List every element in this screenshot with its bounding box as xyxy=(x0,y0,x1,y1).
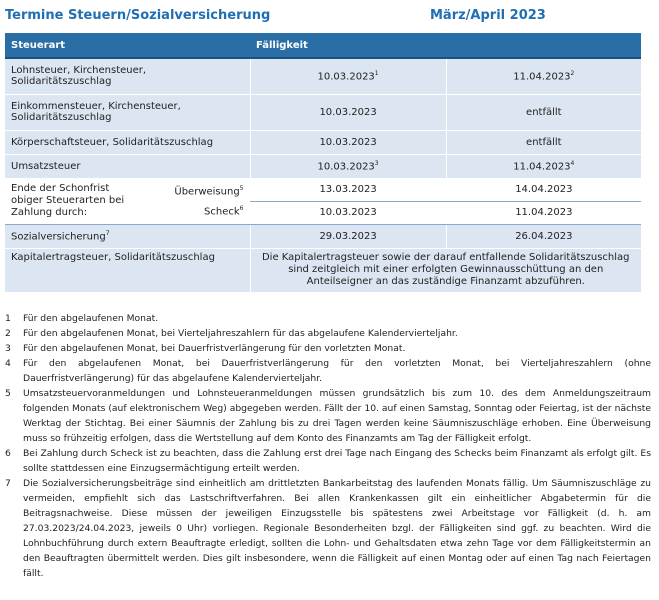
footnote: 4 Für den abgelaufenen Monat, bei Dauerfr… xyxy=(5,356,651,386)
row-label: Kapitalertragsteuer, Solidaritätszuschla… xyxy=(5,248,250,293)
footnote-text: Für den abgelaufenen Monat, bei Viertelj… xyxy=(23,328,458,339)
table-row: Umsatzsteuer 10.03.20233 11.04.20234 xyxy=(5,154,641,179)
capital-text: Die Kapitalertragsteuer sowie der darauf… xyxy=(249,248,641,293)
footnote-ref: 5 xyxy=(239,184,244,192)
footnote: 7 Die Sozialversicherungsbeiträge sind ei… xyxy=(5,476,651,581)
table-row: Körperschaftsteuer, Solidaritätszuschlag… xyxy=(5,130,641,155)
date: 11.04.2023 xyxy=(513,71,571,83)
table-body: Lohnsteuer, Kirchensteuer, Solidaritätsz… xyxy=(5,58,641,293)
table-row: Ende der Schonfrist obiger Steuerarten b… xyxy=(5,178,641,225)
date: 10.03.2023 xyxy=(317,161,375,173)
date-cell: 11.04.20232 xyxy=(445,58,641,95)
payment-method: Überweisung5 xyxy=(174,185,243,197)
footnote-number: 6 xyxy=(5,448,11,459)
date: 26.04.2023 xyxy=(515,230,573,242)
date: entfällt xyxy=(526,106,562,118)
footnotes: 1 Für den abgelaufenen Monat. 2 Für den abg… xyxy=(5,311,651,581)
row-label: Umsatzsteuer xyxy=(5,154,250,179)
table-row: Lohnsteuer, Kirchensteuer, Solidaritätsz… xyxy=(5,58,641,95)
date: 10.03.2023 xyxy=(319,207,377,218)
tax-table: Steuerart Fälligkeit Lohnsteuer, Kirchens… xyxy=(5,33,641,293)
footnote-ref: 7 xyxy=(105,229,110,237)
footnote-ref: 2 xyxy=(570,70,575,78)
footnote-number: 3 xyxy=(5,343,11,354)
row-label: Sozialversicherung7 xyxy=(5,224,250,249)
row-label: Lohnsteuer, Kirchensteuer, Solidaritätsz… xyxy=(5,58,250,95)
row-label: Einkommensteuer, Kirchensteuer, Solidari… xyxy=(5,94,250,131)
footnote-number: 2 xyxy=(5,328,11,339)
column-header: Steuerart xyxy=(5,33,250,59)
footnote-text: Für den abgelaufenen Monat. xyxy=(23,313,159,324)
date-cell: 10.03.2023 xyxy=(249,94,447,131)
footnote-number: 5 xyxy=(5,388,11,399)
table-row: Kapitalertragsteuer, Solidaritätszuschla… xyxy=(5,248,641,293)
date-cell: 10.03.20233 xyxy=(249,154,447,179)
date: entfällt xyxy=(526,136,562,148)
date-cell: 11.04.2023 xyxy=(445,201,641,225)
date-cell: 29.03.2023 xyxy=(249,224,447,249)
footnote: 1 Für den abgelaufenen Monat. xyxy=(5,311,651,326)
footnote-text: Für den abgelaufenen Monat, bei Dauerfri… xyxy=(23,358,651,384)
table-row: Einkommensteuer, Kirchensteuer, Solidari… xyxy=(5,94,641,131)
label-text: Sozialversicherung xyxy=(11,231,106,243)
date-cell: 26.04.2023 xyxy=(445,224,641,249)
period: März/April 2023 xyxy=(430,8,546,23)
footnote-ref: 3 xyxy=(374,159,379,167)
row-label: Körperschaftsteuer, Solidaritätszuschlag xyxy=(5,130,250,155)
footnote: 5 Umsatzsteuervoranmeldungen und Lohnsteu… xyxy=(5,386,651,446)
table-row: Sozialversicherung7 29.03.2023 26.04.2023 xyxy=(5,224,641,249)
footnote: 2 Für den abgelaufenen Monat, bei Viertel… xyxy=(5,326,651,341)
date: 10.03.2023 xyxy=(317,71,375,83)
date-cell: 10.03.20231 xyxy=(249,58,447,95)
date-cell: entfällt xyxy=(445,130,641,155)
footnote: 3 Für den abgelaufenen Monat, bei Dauerfr… xyxy=(5,341,651,356)
footnote: 6 Bei Zahlung durch Scheck ist zu beachte… xyxy=(5,446,651,476)
footnote-number: 7 xyxy=(5,478,11,489)
footnote-text: Die Sozialversicherungsbeiträge sind ein… xyxy=(23,478,651,579)
footnote-ref: 6 xyxy=(239,205,244,213)
table-row: 10.03.2023 11.04.2023 xyxy=(5,201,641,225)
date-cell: 10.03.2023 xyxy=(249,130,447,155)
footnote-number: 4 xyxy=(5,358,11,369)
method-name: Scheck xyxy=(204,206,240,218)
date: 10.03.2023 xyxy=(319,106,377,118)
date: 11.04.2023 xyxy=(513,161,571,173)
footnote-text: Umsatzsteuervoranmeldungen und Lohnsteue… xyxy=(23,388,651,444)
footnote-ref: 4 xyxy=(570,159,575,167)
grace-cell: Ende der Schonfrist obiger Steuerarten b… xyxy=(5,178,250,225)
date-cell: 10.03.2023 xyxy=(249,201,447,225)
footnote-text: Bei Zahlung durch Scheck ist zu beachten… xyxy=(23,448,651,474)
date-cell: 14.04.2023 xyxy=(445,178,641,202)
date-cell: 11.04.20234 xyxy=(445,154,641,179)
date: 10.03.2023 xyxy=(319,136,377,148)
date: 13.03.2023 xyxy=(319,184,377,195)
date-cell: entfällt xyxy=(445,94,641,131)
date: 29.03.2023 xyxy=(319,230,377,242)
column-header: Fälligkeit xyxy=(250,33,641,59)
payment-method: Scheck6 xyxy=(204,205,243,217)
method-name: Überweisung xyxy=(174,185,240,197)
date-cell: 13.03.2023 xyxy=(249,178,447,202)
footnote-ref: 1 xyxy=(374,70,379,78)
page-title: Termine Steuern/Sozialversicherung xyxy=(5,8,271,23)
footnote-number: 1 xyxy=(5,313,11,324)
footnote-text: Für den abgelaufenen Monat, bei Dauerfri… xyxy=(23,343,406,354)
date: 14.04.2023 xyxy=(515,184,573,195)
grace-label: Ende der Schonfrist obiger Steuerarten b… xyxy=(11,183,125,218)
date: 11.04.2023 xyxy=(515,207,573,218)
